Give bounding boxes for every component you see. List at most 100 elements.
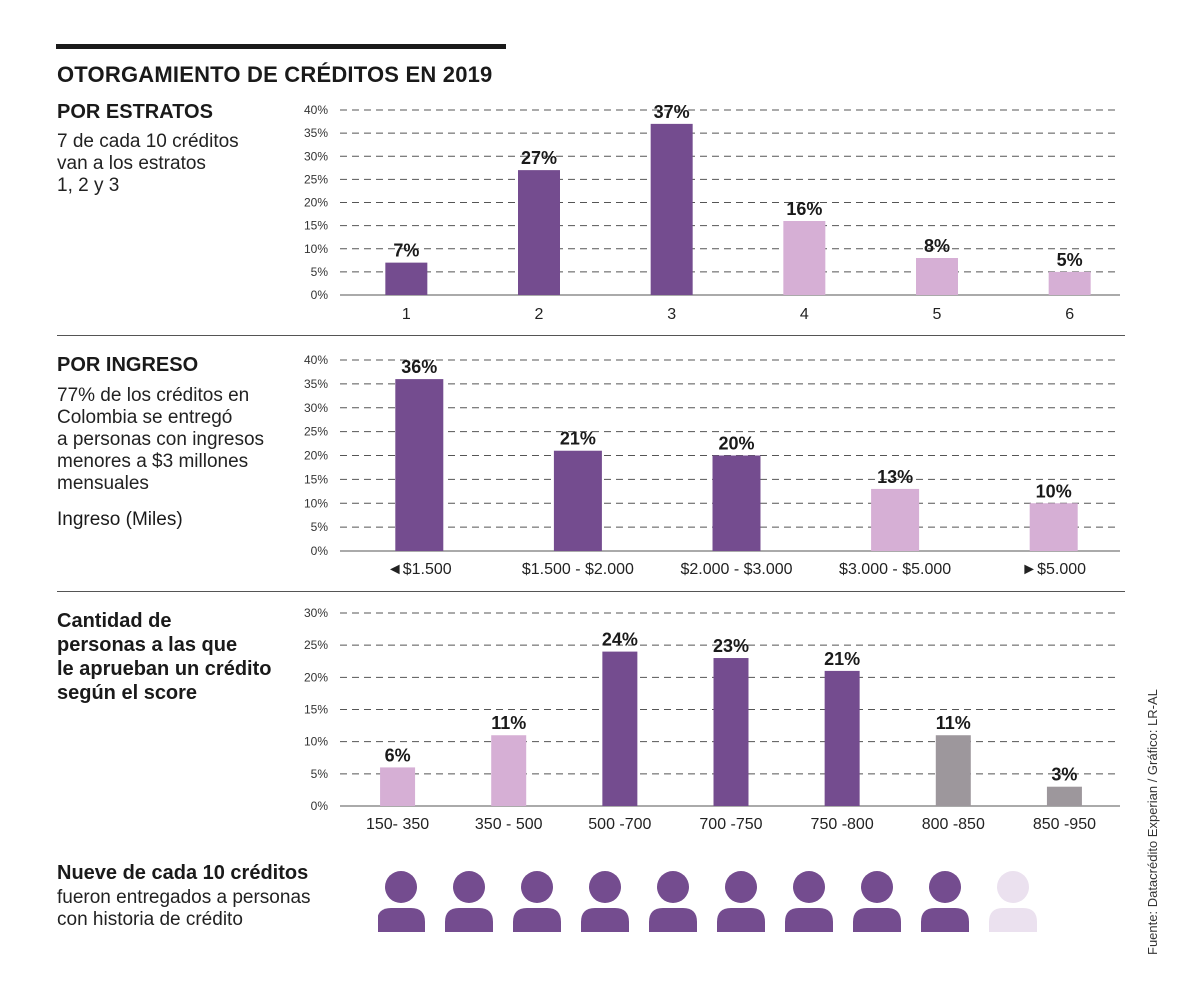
- section-divider: [57, 591, 1125, 592]
- person-icon: [853, 871, 901, 932]
- bar: [935, 735, 971, 806]
- person-head: [793, 871, 825, 903]
- person-body: [581, 908, 629, 932]
- data-label: 6%: [385, 745, 411, 765]
- y-tick-label: 40%: [304, 353, 328, 367]
- y-tick-label: 0%: [311, 544, 329, 558]
- y-tick-label: 10%: [304, 496, 328, 510]
- x-tick-label: 150- 350: [366, 816, 429, 833]
- estratos-description: 7 de cada 10 créditos van a los estratos…: [57, 131, 239, 196]
- bar: [916, 258, 958, 295]
- data-label: 27%: [521, 148, 557, 168]
- person-body: [513, 908, 561, 932]
- person-body: [378, 908, 425, 932]
- historia-title: Nueve de cada 10 créditos: [57, 862, 309, 884]
- x-tick-label: 750 -800: [811, 816, 874, 833]
- bar: [1029, 503, 1078, 551]
- person-head: [521, 871, 553, 903]
- bar: [783, 221, 826, 295]
- y-tick-label: 30%: [304, 606, 328, 620]
- data-label: 8%: [924, 236, 950, 256]
- bar: [553, 450, 602, 551]
- person-head: [929, 871, 961, 903]
- data-label: 5%: [1057, 250, 1083, 270]
- bar: [713, 658, 749, 806]
- person-body: [989, 908, 1037, 932]
- x-tick-label: $3.000 - $5.000: [839, 561, 951, 578]
- x-tick-label: 500 -700: [588, 816, 651, 833]
- y-tick-label: 25%: [304, 425, 328, 439]
- y-tick-label: 35%: [304, 377, 328, 391]
- person-icon: [445, 871, 493, 932]
- y-tick-label: 0%: [311, 288, 329, 302]
- person-icon: [785, 871, 833, 932]
- x-tick-label: 2: [535, 306, 544, 323]
- data-label: 36%: [401, 357, 437, 377]
- bar: [824, 670, 860, 806]
- y-tick-label: 10%: [304, 735, 328, 749]
- ingreso-title: POR INGRESO: [57, 354, 199, 376]
- y-tick-label: 5%: [311, 265, 329, 279]
- estratos-bar-chart: 0% 5% 10% 15% 20% 25% 30% 35% 40% 7% 1 27% 2 37% 3 16% 4…: [304, 102, 1120, 323]
- data-label: 16%: [786, 199, 822, 219]
- bar: [395, 379, 444, 551]
- bar: [712, 455, 761, 551]
- person-head: [385, 871, 417, 903]
- x-tick-label: 700 -750: [699, 816, 762, 833]
- y-tick-label: 15%: [304, 703, 328, 717]
- person-icon: [717, 871, 765, 932]
- person-icon: [649, 871, 697, 932]
- data-label: 3%: [1051, 765, 1077, 785]
- ingreso-unit-label: Ingreso (Miles): [57, 509, 183, 530]
- estratos-title: POR ESTRATOS: [57, 101, 213, 123]
- x-tick-label: 800 -850: [922, 816, 985, 833]
- bar: [518, 170, 560, 295]
- y-tick-label: 5%: [311, 767, 329, 781]
- title-rule: [56, 44, 506, 49]
- y-tick-label: 20%: [304, 196, 328, 210]
- bar: [1046, 786, 1082, 806]
- data-label: 13%: [877, 467, 913, 487]
- bar: [602, 651, 638, 806]
- y-tick-label: 20%: [304, 670, 328, 684]
- x-tick-label: 3: [667, 306, 676, 323]
- x-tick-label: 6: [1065, 306, 1074, 323]
- person-head: [997, 871, 1029, 903]
- y-tick-label: 0%: [311, 799, 329, 813]
- data-label: 37%: [654, 102, 690, 122]
- x-tick-label: 1: [402, 306, 411, 323]
- data-label: 7%: [393, 241, 419, 261]
- person-body: [445, 908, 493, 932]
- y-tick-label: 30%: [304, 401, 328, 415]
- bar: [871, 488, 920, 551]
- page-title: OTORGAMIENTO DE CRÉDITOS EN 2019: [57, 62, 493, 87]
- data-label: 24%: [602, 630, 638, 650]
- person-head: [589, 871, 621, 903]
- x-tick-label: 350 - 500: [475, 816, 543, 833]
- person-head: [657, 871, 689, 903]
- x-tick-label: 850 -950: [1033, 816, 1096, 833]
- person-body: [649, 908, 697, 932]
- person-head: [453, 871, 485, 903]
- person-body: [785, 908, 833, 932]
- person-head: [725, 871, 757, 903]
- y-tick-label: 35%: [304, 126, 328, 140]
- person-icon: [378, 871, 425, 932]
- y-tick-label: 10%: [304, 242, 328, 256]
- x-tick-label: 5: [933, 306, 942, 323]
- x-tick-label: 4: [800, 306, 809, 323]
- y-tick-label: 30%: [304, 149, 328, 163]
- section-divider: [57, 335, 1125, 336]
- bar: [650, 123, 693, 295]
- bar: [380, 767, 416, 806]
- people-pictogram: [378, 871, 1037, 932]
- x-tick-label: ◄$1.500: [387, 561, 452, 578]
- y-tick-label: 5%: [311, 520, 329, 534]
- y-tick-label: 25%: [304, 172, 328, 186]
- person-body: [921, 908, 969, 932]
- x-tick-label: ►$5.000: [1021, 561, 1086, 578]
- source-credit: Fuente: Datacrédito Experian / Gráfico: …: [1145, 689, 1160, 955]
- ingreso-bar-chart: 0% 5% 10% 15% 20% 25% 30% 35% 40% 36% ◄$1.500 21% $1…: [304, 353, 1120, 578]
- person-head: [861, 871, 893, 903]
- x-tick-label: $1.500 - $2.000: [522, 561, 634, 578]
